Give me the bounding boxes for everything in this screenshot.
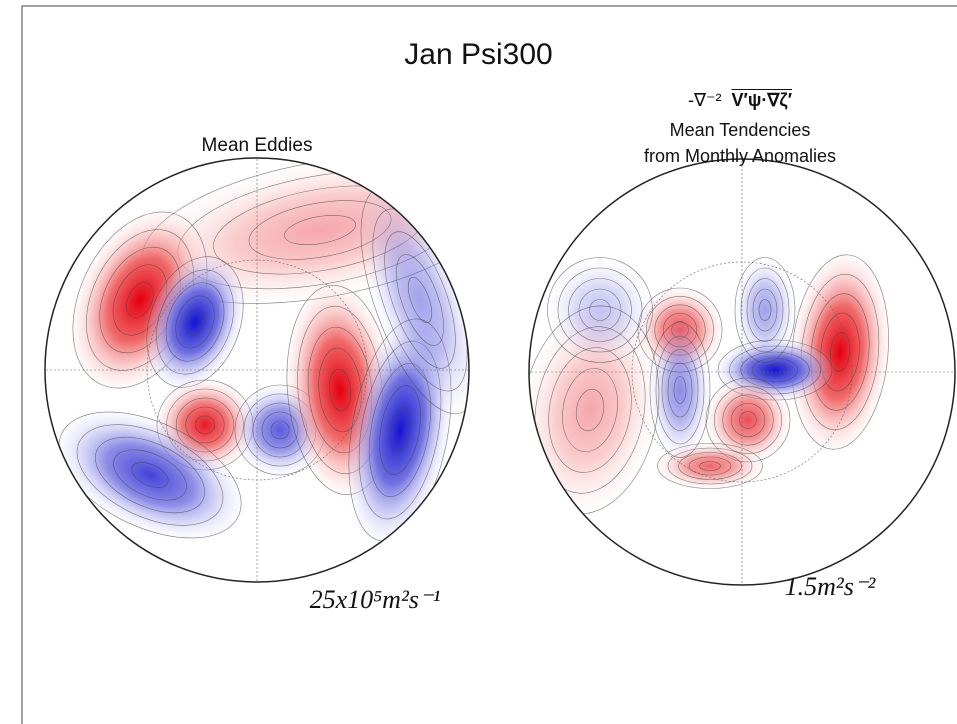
left-map [32,126,522,585]
anomaly-blob [544,254,656,366]
formula-term: V′ψ·∇ζ′ [732,90,793,110]
right-map [500,157,957,587]
right-scale: 1.5m²s⁻² [760,572,900,602]
formula-prefix: -∇⁻² [688,90,722,110]
anomaly-blob [733,254,797,366]
left-scale: 25x10⁵m²s⁻¹ [280,585,470,615]
slide-title: Jan Psi300 [0,38,957,72]
right-title-1: Mean Tendencies [600,120,880,141]
left-title: Mean Eddies [157,135,357,157]
formula: -∇⁻² V′ψ·∇ζ′ [600,90,880,111]
right-title-2: from Monthly Anomalies [600,146,880,167]
slide: Jan Psi300 Mean Eddies 25x10⁵m²s⁻¹ -∇⁻² … [0,0,957,724]
